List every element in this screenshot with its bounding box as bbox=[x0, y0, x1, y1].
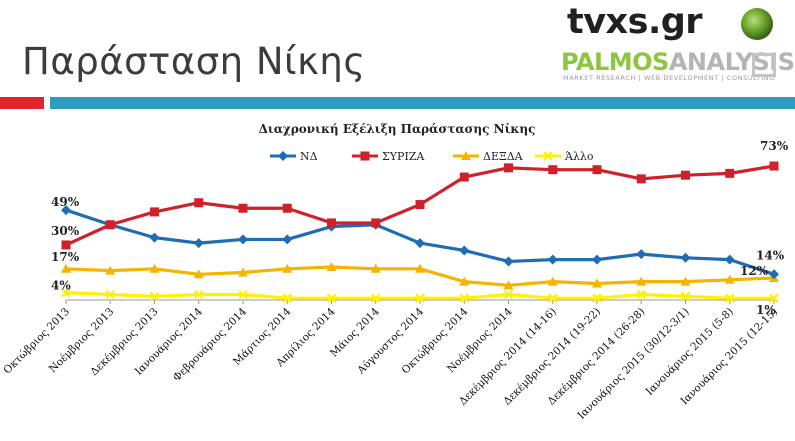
legend-label: ΣΥΡΙΖΑ bbox=[382, 150, 425, 163]
palmos-square-icon bbox=[752, 53, 776, 77]
palmos-tagline: MARKET RESEARCH | WEB DEVELOPMENT | CONS… bbox=[563, 74, 775, 82]
data-point bbox=[636, 276, 647, 286]
data-point bbox=[415, 263, 425, 273]
data-point bbox=[282, 263, 293, 273]
x-tick-label: Φεβρουάριος 2014 bbox=[171, 305, 249, 383]
data-point bbox=[149, 263, 160, 273]
data-point bbox=[150, 207, 159, 217]
blue-accent-bar bbox=[50, 97, 795, 109]
data-point bbox=[105, 265, 116, 275]
data-point bbox=[326, 293, 337, 303]
legend-label: ΝΔ bbox=[300, 150, 318, 163]
chart-annotations: 49% 30% 17% 4% 73% 14% 12% 1% bbox=[51, 139, 789, 317]
data-point bbox=[105, 289, 116, 300]
data-point bbox=[459, 276, 470, 286]
data-point bbox=[504, 163, 513, 173]
data-point bbox=[282, 293, 293, 303]
red-accent-bar bbox=[0, 97, 44, 109]
data-point bbox=[724, 293, 735, 303]
data-point bbox=[238, 289, 248, 300]
data-point bbox=[680, 276, 691, 286]
data-point bbox=[370, 263, 381, 273]
data-point bbox=[61, 240, 71, 250]
data-label: 30% bbox=[51, 224, 80, 238]
data-point bbox=[724, 274, 735, 284]
data-point bbox=[459, 293, 470, 303]
data-point bbox=[282, 203, 292, 213]
data-point bbox=[282, 234, 293, 245]
data-point bbox=[547, 276, 558, 286]
data-point bbox=[61, 287, 71, 298]
data-point bbox=[636, 289, 647, 300]
data-point bbox=[547, 254, 558, 265]
x-tick-label: Ιανουάριος 2015 (12-15) bbox=[678, 306, 780, 408]
data-point bbox=[61, 205, 71, 216]
data-point bbox=[592, 293, 602, 303]
data-point bbox=[680, 252, 691, 263]
data-point bbox=[105, 220, 115, 230]
data-point bbox=[61, 263, 71, 273]
data-point bbox=[769, 269, 779, 280]
data-point bbox=[370, 293, 381, 303]
chart-title: Διαχρονική Εξέλιξη Παράστασης Νίκης bbox=[259, 122, 536, 136]
data-point bbox=[548, 165, 558, 175]
slide-title: Παράσταση Νίκης bbox=[22, 40, 366, 83]
legend-label: Άλλο bbox=[564, 150, 594, 163]
tvxs-logo: tvxs.gr bbox=[567, 2, 703, 42]
legend-marker bbox=[278, 151, 288, 161]
chart-series bbox=[61, 161, 779, 303]
legend-marker bbox=[461, 151, 471, 160]
data-point bbox=[503, 280, 514, 290]
data-point bbox=[680, 291, 691, 302]
data-point bbox=[592, 165, 602, 175]
data-point bbox=[459, 172, 469, 182]
data-label: 4% bbox=[51, 279, 71, 293]
data-point bbox=[327, 218, 336, 228]
data-point bbox=[371, 218, 381, 228]
chart-legend: ΝΔ ΣΥΡΙΖΑ ΔΕΞΔΑ Άλλο bbox=[270, 150, 594, 163]
data-point bbox=[636, 174, 646, 184]
data-point bbox=[725, 168, 735, 178]
data-point bbox=[503, 289, 514, 300]
legend-label: ΔΕΞΔΑ bbox=[483, 150, 524, 163]
data-point bbox=[681, 170, 690, 180]
data-point bbox=[193, 289, 204, 300]
data-point bbox=[503, 256, 514, 267]
data-point bbox=[547, 293, 558, 303]
data-point bbox=[193, 269, 204, 279]
data-point bbox=[194, 198, 204, 208]
data-label: 49% bbox=[51, 195, 80, 209]
data-label: 17% bbox=[51, 250, 80, 264]
data-point bbox=[415, 238, 425, 249]
legend-marker bbox=[360, 151, 370, 161]
data-point bbox=[769, 161, 779, 171]
data-label: 14% bbox=[756, 248, 785, 262]
data-label: 12% bbox=[740, 264, 769, 278]
data-point bbox=[149, 291, 160, 302]
data-point bbox=[592, 254, 602, 265]
data-point bbox=[592, 278, 602, 288]
data-point bbox=[149, 232, 160, 243]
globe-icon bbox=[741, 8, 773, 40]
data-point bbox=[238, 267, 248, 277]
data-point bbox=[326, 261, 337, 271]
data-point bbox=[193, 238, 204, 249]
data-point bbox=[724, 254, 735, 265]
data-label: 1% bbox=[756, 303, 776, 317]
legend-marker bbox=[543, 151, 553, 161]
palmos-logo-part: PALMOS bbox=[561, 48, 669, 76]
data-point bbox=[459, 245, 470, 256]
data-label: 73% bbox=[760, 139, 789, 153]
data-point bbox=[769, 293, 779, 303]
data-point bbox=[238, 203, 248, 213]
data-point bbox=[238, 234, 248, 245]
x-tick-label: Ιανουάριος 2015 (5-8) bbox=[644, 306, 736, 398]
data-point bbox=[415, 200, 425, 210]
data-point bbox=[415, 293, 425, 303]
data-point bbox=[636, 249, 647, 260]
